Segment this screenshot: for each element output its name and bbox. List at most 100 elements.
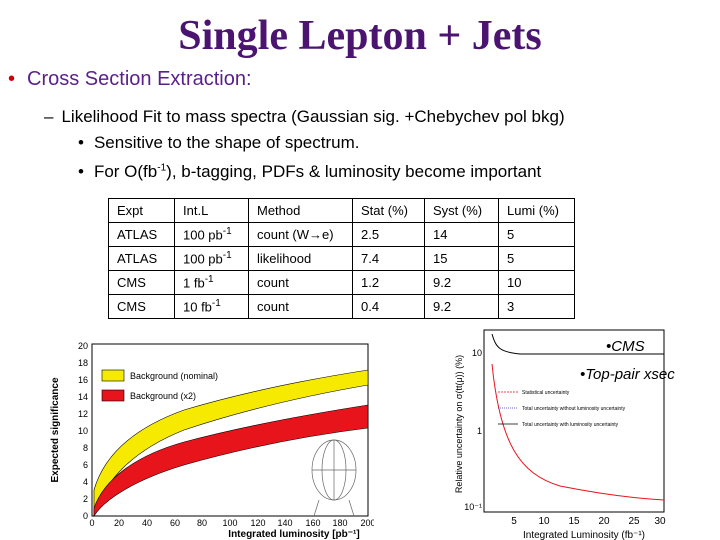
cell-method: count (W→e)	[248, 222, 353, 247]
cell-method: count	[248, 270, 353, 295]
cell-stat: 0.4	[352, 294, 425, 319]
header-method: Method	[248, 198, 353, 223]
cell-method: count	[248, 294, 353, 319]
xtick-label: 80	[197, 518, 207, 528]
cross-section-table: Expt Int.L Method Stat (%) Syst (%) Lumi…	[108, 198, 575, 319]
band-x2	[93, 404, 369, 518]
table-row: CMS 1 fb-1 count 1.2 9.2 10	[108, 270, 575, 295]
significance-plot: Expected significance Integrated luminos…	[50, 341, 374, 540]
bullet-sup: -1	[157, 162, 167, 174]
bullet-text-post: ), b-tagging, PDFs & luminosity become i…	[166, 162, 542, 181]
xtick-label: 20	[598, 516, 610, 527]
ytick-label: 18	[78, 358, 88, 368]
xtick-label: 10	[538, 516, 550, 527]
xtick-label: 200	[360, 518, 374, 528]
cell-syst: 9.2	[424, 294, 499, 319]
cell-stat: 2.5	[352, 222, 425, 247]
cell-syst: 14	[424, 222, 499, 247]
header-syst: Syst (%)	[424, 198, 499, 223]
legend-label-withlumi: Total uncertainty with luminosity uncert…	[522, 422, 619, 428]
xtick-label: 100	[222, 518, 237, 528]
legend-label-nominal: Background (nominal)	[130, 371, 218, 381]
page-title: Single Lepton + Jets	[178, 13, 542, 59]
intl-value: 100 pb	[183, 251, 223, 267]
ytick-label: 2	[83, 494, 88, 504]
ytick-label: 8	[83, 443, 88, 453]
cell-lumi: 5	[498, 222, 575, 247]
uncertainty-plot-frame	[483, 329, 665, 513]
bullet-text: Likelihood Fit to mass spectra (Gaussian…	[61, 107, 565, 126]
ytick-label: 10	[78, 426, 88, 436]
significance-ylabel: Expected significance	[50, 377, 61, 482]
ytick-label: 16	[78, 375, 88, 385]
label-cms: •CMS	[606, 338, 645, 355]
xtick-label: 40	[142, 518, 152, 528]
legend-swatch-x2	[101, 389, 125, 402]
xtick-label: 120	[250, 518, 265, 528]
bullet-text: Cross Section Extraction:	[27, 68, 252, 90]
intl-sup: -1	[222, 226, 232, 238]
bullet-dot: •	[8, 68, 16, 90]
cell-expt: CMS	[108, 270, 175, 295]
header-intl: Int.L	[174, 198, 249, 223]
bullet-dot: •	[78, 133, 84, 152]
significance-xlabel: Integrated luminosity [pb⁻¹]	[228, 529, 359, 540]
curve-statistical	[491, 363, 665, 501]
legend-label-stat: Statistical uncertainty	[522, 390, 570, 396]
table-row: CMS 10 fb-1 count 0.4 9.2 3	[108, 294, 575, 319]
ytick-label: 20	[78, 341, 88, 351]
header-expt: Expt	[108, 198, 175, 223]
bullet-dot: •	[78, 162, 84, 181]
intl-value: 100 pb	[183, 227, 223, 243]
bullet-text: Sensitive to the shape of spectrum.	[93, 133, 360, 152]
legend-label-nolumi: Total uncertainty without luminosity unc…	[522, 406, 626, 412]
header-lumi: Lumi (%)	[498, 198, 575, 223]
cell-expt: CMS	[108, 294, 175, 319]
cell-intl: 100 pb-1	[174, 246, 249, 271]
cell-method: likelihood	[248, 246, 353, 271]
legend-label-x2: Background (x2)	[130, 391, 196, 401]
ytick-label: 14	[78, 392, 88, 402]
xtick-label: 160	[305, 518, 320, 528]
xtick-label: 5	[511, 516, 517, 527]
cell-expt: ATLAS	[108, 222, 175, 247]
intl-sup: -1	[222, 250, 232, 262]
cell-lumi: 3	[498, 294, 575, 319]
cell-syst: 9.2	[424, 270, 499, 295]
legend-swatch-nominal	[101, 369, 125, 382]
ytick-label: 10⁻¹	[464, 502, 482, 512]
cell-expt: ATLAS	[108, 246, 175, 271]
detector-illustration	[311, 439, 357, 517]
cell-syst: 15	[424, 246, 499, 271]
cell-intl: 1 fb-1	[174, 270, 249, 295]
xtick-label: 25	[628, 516, 640, 527]
table-row: ATLAS 100 pb-1 likelihood 7.4 15 5	[108, 246, 575, 271]
cell-stat: 1.2	[352, 270, 425, 295]
ytick-label: 12	[78, 409, 88, 419]
intl-value: 1 fb	[183, 275, 205, 291]
intl-sup: -1	[211, 298, 221, 310]
bullet-likelihood-fit: – Likelihood Fit to mass spectra (Gaussia…	[44, 107, 565, 127]
intl-value: 10 fb	[183, 299, 212, 315]
xtick-label: 60	[170, 518, 180, 528]
bullet-important: • For O(fb-1), b-tagging, PDFs & luminosi…	[78, 162, 541, 182]
ytick-label: 10	[472, 348, 482, 358]
uncertainty-ylabel: Relative uncertainty on σ(tt(μ)) (%)	[454, 355, 464, 493]
table-header-row: Expt Int.L Method Stat (%) Syst (%) Lumi…	[108, 198, 575, 223]
xtick-label: 20	[114, 518, 124, 528]
cell-intl: 100 pb-1	[174, 222, 249, 247]
label-top-pair: •Top-pair xsec	[580, 366, 675, 383]
dash-marker: –	[44, 107, 54, 126]
bullet-cross-section: • Cross Section Extraction:	[8, 68, 252, 91]
bullet-text-pre: For O(fb	[93, 162, 158, 181]
cell-lumi: 10	[498, 270, 575, 295]
header-stat: Stat (%)	[352, 198, 425, 223]
intl-sup: -1	[204, 274, 214, 286]
uncertainty-xlabel: Integrated Luminosity (fb⁻¹)	[523, 530, 645, 540]
ytick-label: 0	[83, 511, 88, 521]
curve-total-with-lumi	[491, 333, 664, 355]
cell-intl: 10 fb-1	[174, 294, 249, 319]
uncertainty-plot: Relative uncertainty on σ(tt(μ)) (%) Int…	[454, 329, 666, 540]
table-row: ATLAS 100 pb-1 count (W→e) 2.5 14 5	[108, 222, 575, 247]
xtick-label: 0	[89, 518, 94, 528]
